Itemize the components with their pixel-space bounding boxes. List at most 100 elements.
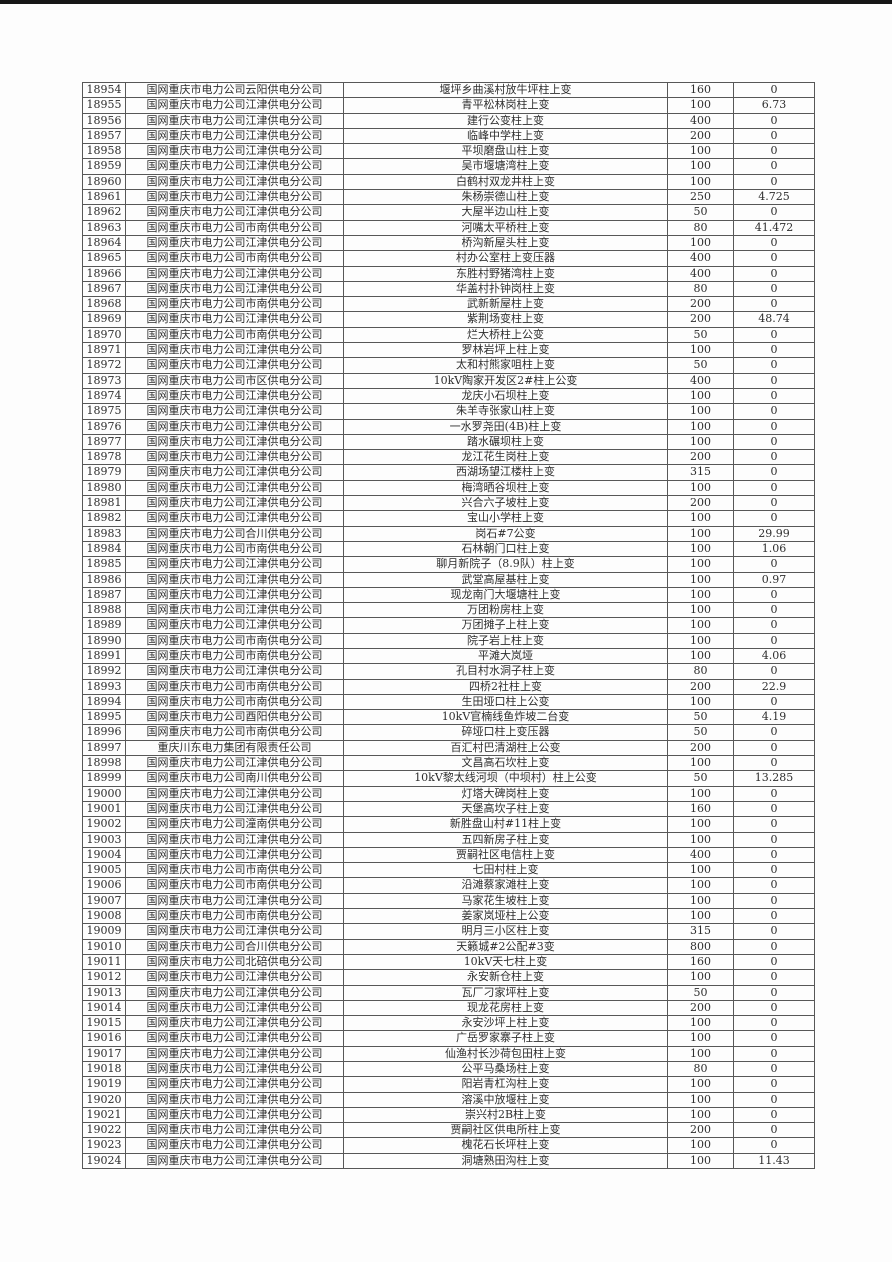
table-row: 18978 国网重庆市电力公司江津供电分公司 龙江花生岗柱上变 200 0 (82, 449, 815, 466)
cell-value: 0 (733, 357, 815, 374)
cell-capacity: 100 (667, 647, 734, 665)
cell-value: 0 (733, 556, 815, 573)
cell-capacity: 200 (667, 311, 734, 328)
cell-value: 11.43 (733, 1152, 815, 1170)
cell-capacity: 200 (667, 127, 734, 145)
cell-name: 七田村柱上变 (343, 862, 668, 879)
cell-value: 0 (733, 1106, 815, 1124)
cell-value: 0 (733, 908, 815, 925)
cell-capacity: 400 (667, 112, 734, 129)
cell-capacity: 100 (667, 556, 734, 573)
cell-company: 国网重庆市电力公司市南供电分公司 (125, 693, 344, 711)
cell-value: 0 (733, 143, 815, 160)
table-row: 18962 国网重庆市电力公司江津供电分公司 大屋半边山柱上变 50 0 (82, 204, 815, 221)
table-row: 18985 国网重庆市电力公司江津供电分公司 聊月新院子（8.9队）柱上变 100 0 (82, 556, 815, 573)
cell-capacity: 400 (667, 372, 734, 389)
cell-id: 18971 (82, 342, 126, 359)
cell-name: 沿滩蔡家滩柱上变 (343, 877, 668, 894)
cell-value: 0 (733, 433, 815, 451)
cell-id: 18979 (82, 464, 126, 481)
cell-capacity: 100 (667, 1137, 734, 1154)
table-row: 18996 国网重庆市电力公司市南供电分公司 碎垭口柱上变压器 50 0 (82, 724, 815, 741)
cell-value: 1.06 (733, 540, 815, 558)
cell-id: 18956 (82, 112, 126, 129)
cell-value: 0 (733, 739, 815, 757)
cell-company: 国网重庆市电力公司南川供电分公司 (125, 770, 344, 787)
cell-company: 国网重庆市电力公司江津供电分公司 (125, 127, 344, 145)
cell-name: 龙庆小石坝柱上变 (343, 387, 668, 405)
cell-value: 0 (733, 158, 815, 175)
cell-company: 国网重庆市电力公司市南供电分公司 (125, 678, 344, 695)
table-row: 19009 国网重庆市电力公司江津供电分公司 明月三小区柱上变 315 0 (82, 923, 815, 940)
cell-value: 29.99 (733, 525, 815, 542)
cell-id: 19018 (82, 1060, 126, 1078)
cell-company: 国网重庆市电力公司酉阳供电分公司 (125, 709, 344, 726)
cell-capacity: 50 (667, 204, 734, 221)
cell-name: 石林朝门口柱上变 (343, 540, 668, 558)
cell-company: 国网重庆市电力公司江津供电分公司 (125, 1122, 344, 1139)
cell-id: 19004 (82, 846, 126, 864)
cell-capacity: 160 (667, 953, 734, 971)
cell-capacity: 100 (667, 602, 734, 619)
table-row: 18977 国网重庆市电力公司江津供电分公司 踏水碾坝柱上变 100 0 (82, 433, 815, 451)
cell-id: 19008 (82, 908, 126, 925)
cell-value: 4.06 (733, 647, 815, 665)
cell-name: 明月三小区柱上变 (343, 923, 668, 940)
table-row: 18973 国网重庆市电力公司市区供电分公司 10kV陶家开发区2#柱上公变 400 0 (82, 372, 815, 389)
cell-company: 国网重庆市电力公司江津供电分公司 (125, 1137, 344, 1154)
cell-id: 19011 (82, 953, 126, 971)
cell-capacity: 800 (667, 938, 734, 955)
cell-name: 东胜村野猪湾柱上变 (343, 265, 668, 282)
cell-value: 4.725 (733, 189, 815, 206)
cell-capacity: 100 (667, 785, 734, 802)
cell-value: 0 (733, 1076, 815, 1093)
cell-name: 罗林岩坪上柱上变 (343, 342, 668, 359)
cell-id: 18961 (82, 189, 126, 206)
cell-company: 国网重庆市电力公司江津供电分公司 (125, 846, 344, 864)
cell-company: 国网重庆市电力公司江津供电分公司 (125, 433, 344, 451)
cell-name: 现龙花房柱上变 (343, 999, 668, 1017)
cell-company: 国网重庆市电力公司市南供电分公司 (125, 647, 344, 665)
cell-id: 19000 (82, 785, 126, 802)
cell-id: 18957 (82, 127, 126, 145)
cell-value: 0 (733, 280, 815, 298)
table-row: 19024 国网重庆市电力公司江津供电分公司 洞塘熟田沟柱上变 100 11.43 (82, 1152, 815, 1170)
cell-name: 永安沙坪上柱上变 (343, 1015, 668, 1032)
cell-value: 0 (733, 1045, 815, 1063)
cell-id: 18970 (82, 326, 126, 344)
cell-capacity: 100 (667, 1030, 734, 1047)
table-row: 18984 国网重庆市电力公司市南供电分公司 石林朝门口柱上变 100 1.06 (82, 540, 815, 558)
cell-name: 青平松林岗柱上变 (343, 97, 668, 114)
cell-capacity: 100 (667, 433, 734, 451)
table-row: 19002 国网重庆市电力公司潼南供电分公司 新胜盘山村#11柱上变 100 0 (82, 816, 815, 833)
cell-name: 紫荆场变柱上变 (343, 311, 668, 328)
cell-value: 0 (733, 387, 815, 405)
cell-name: 武新新屋柱上变 (343, 296, 668, 313)
cell-id: 19022 (82, 1122, 126, 1139)
table-row: 19006 国网重庆市电力公司市南供电分公司 沿滩蔡家滩柱上变 100 0 (82, 877, 815, 894)
cell-capacity: 100 (667, 586, 734, 604)
cell-capacity: 200 (667, 1122, 734, 1139)
table-row: 19019 国网重庆市电力公司江津供电分公司 阳岩青杠沟柱上变 100 0 (82, 1076, 815, 1093)
cell-company: 国网重庆市电力公司江津供电分公司 (125, 265, 344, 282)
cell-id: 18991 (82, 647, 126, 665)
cell-id: 18964 (82, 234, 126, 252)
cell-id: 19005 (82, 862, 126, 879)
cell-id: 19006 (82, 877, 126, 894)
cell-name: 建行公变柱上变 (343, 112, 668, 129)
cell-company: 国网重庆市电力公司市南供电分公司 (125, 632, 344, 649)
cell-company: 国网重庆市电力公司市南供电分公司 (125, 296, 344, 313)
cell-capacity: 80 (667, 219, 734, 236)
cell-name: 朱杨崇德山柱上变 (343, 189, 668, 206)
cell-id: 19003 (82, 831, 126, 848)
cell-capacity: 100 (667, 862, 734, 879)
cell-capacity: 100 (667, 143, 734, 160)
table-row: 19020 国网重庆市电力公司江津供电分公司 溶溪中放堰柱上变 100 0 (82, 1091, 815, 1108)
cell-value: 41.472 (733, 219, 815, 236)
cell-company: 国网重庆市电力公司市南供电分公司 (125, 862, 344, 879)
cell-capacity: 100 (667, 908, 734, 925)
cell-capacity: 200 (667, 739, 734, 757)
cell-value: 0 (733, 372, 815, 389)
cell-id: 18986 (82, 571, 126, 588)
table-row: 18993 国网重庆市电力公司市南供电分公司 四桥2社柱上变 200 22.9 (82, 678, 815, 695)
